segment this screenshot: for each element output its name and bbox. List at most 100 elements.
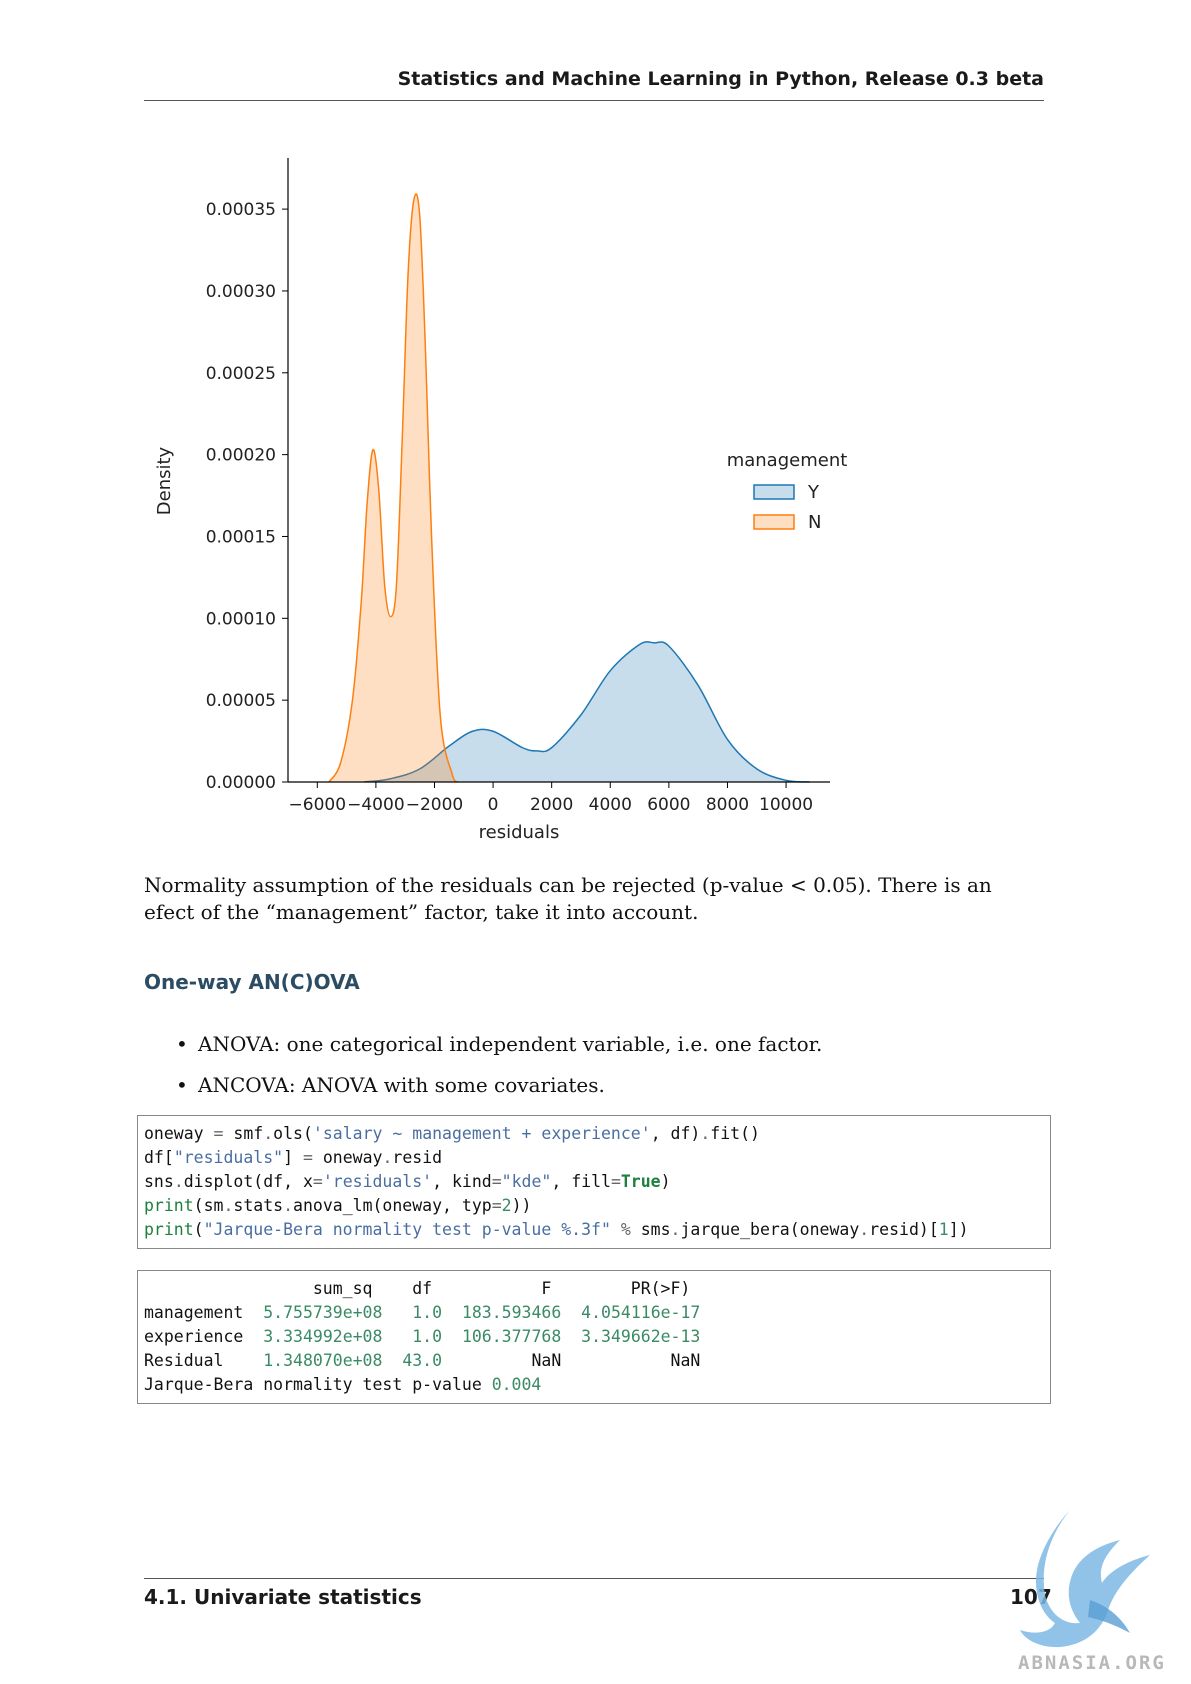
code-token: smf <box>223 1124 264 1143</box>
code-token <box>382 1351 402 1370</box>
code-token: oneway <box>312 1148 383 1167</box>
code-token: )) <box>511 1196 532 1215</box>
code-token: ) <box>660 1172 671 1191</box>
section-heading: One-way AN(C)OVA <box>144 970 360 994</box>
code-line: print("Jarque-Bera normality test p-valu… <box>144 1218 1044 1242</box>
bullet-list: • ANOVA: one categorical independent vari… <box>176 1030 822 1112</box>
y-tick-label: 0.00010 <box>206 609 276 629</box>
x-tick-label: 8000 <box>706 795 749 815</box>
code-token: stats <box>233 1196 284 1215</box>
code-token <box>561 1303 581 1322</box>
code-token: 'salary ~ management + experience' <box>312 1124 651 1143</box>
code-token: print <box>144 1220 194 1239</box>
code-token: . <box>173 1172 184 1191</box>
y-tick-label: 0.00015 <box>206 527 276 547</box>
code-token: ]) <box>948 1220 969 1239</box>
code-input-block: oneway = smf.ols('salary ~ management + … <box>137 1115 1051 1249</box>
code-token: "residuals" <box>173 1148 284 1167</box>
code-token: = <box>610 1172 621 1191</box>
legend-title: management <box>727 450 848 471</box>
code-line: Residual 1.348070e+08 43.0 NaN NaN <box>144 1349 1044 1373</box>
code-token: management <box>144 1303 264 1322</box>
code-token: 2 <box>501 1196 512 1215</box>
code-token: 106.377768 <box>461 1327 562 1346</box>
code-token: , fill <box>551 1172 611 1191</box>
footer-section-title: 4.1. Univariate statistics <box>144 1585 422 1609</box>
x-tick-label: 6000 <box>647 795 690 815</box>
running-title: Statistics and Machine Learning in Pytho… <box>397 68 1044 90</box>
y-tick-label: 0.00030 <box>206 282 276 302</box>
body-paragraph: Normality assumption of the residuals ca… <box>144 873 992 924</box>
code-token: 1.0 <box>412 1327 443 1346</box>
bullet-item: • ANOVA: one categorical independent vari… <box>176 1030 822 1058</box>
code-output-block: sum_sq df F PR(>F) management 5.755739e+0… <box>137 1270 1051 1404</box>
code-token: True <box>620 1172 661 1191</box>
y-tick-label: 0.00025 <box>206 364 276 384</box>
code-token: print <box>144 1196 194 1215</box>
code-token: 43.0 <box>402 1351 443 1370</box>
legend-label: Y <box>807 482 820 503</box>
x-tick-label: 10000 <box>759 795 813 815</box>
code-token: . <box>223 1196 234 1215</box>
legend-label: N <box>808 512 821 533</box>
code-token <box>442 1327 462 1346</box>
code-token: NaN NaN <box>442 1351 701 1370</box>
code-token: 'residuals' <box>322 1172 433 1191</box>
legend-swatch-y <box>753 484 795 500</box>
legend-swatch-n <box>753 514 795 530</box>
code-token: 4.054116e-17 <box>581 1303 701 1322</box>
code-token: . <box>382 1148 393 1167</box>
kde-line-y <box>364 641 810 783</box>
code-token: experience <box>144 1327 264 1346</box>
code-line: Jarque-Bera normality test p-value 0.004 <box>144 1373 1044 1397</box>
griffin-logo-icon <box>1020 1510 1150 1648</box>
code-token: ols( <box>273 1124 313 1143</box>
page-header: Statistics and Machine Learning in Pytho… <box>144 66 1044 101</box>
code-token: . <box>859 1220 870 1239</box>
code-token: sum_sq df F PR(>F) <box>144 1279 691 1298</box>
code-token: 3.349662e-13 <box>581 1327 701 1346</box>
code-token: = <box>491 1172 502 1191</box>
code-token: fit() <box>710 1124 760 1143</box>
footer-rule <box>144 1578 1044 1579</box>
x-tick-label: 0 <box>488 795 499 815</box>
bullet-text: ANOVA: one categorical independent varia… <box>198 1032 823 1056</box>
code-token: (sm <box>193 1196 224 1215</box>
kde-line-n <box>328 193 459 783</box>
code-line: sns.displot(df, x='residuals', kind="kde… <box>144 1170 1044 1194</box>
code-token: . <box>263 1124 274 1143</box>
code-token: . <box>283 1196 294 1215</box>
y-tick-label: 0.00000 <box>206 773 276 793</box>
y-tick-label: 0.00035 <box>206 200 276 220</box>
bullet-dot: • <box>176 1032 188 1056</box>
code-token: = <box>491 1196 502 1215</box>
code-token: anova_lm(oneway, typ <box>293 1196 492 1215</box>
code-token: = <box>312 1172 323 1191</box>
code-line: print(sm.stats.anova_lm(oneway, typ=2)) <box>144 1194 1044 1218</box>
kde-area-y <box>364 641 810 782</box>
x-tick-label: 4000 <box>589 795 632 815</box>
code-token: jarque_bera(oneway <box>680 1220 860 1239</box>
code-line: management 5.755739e+08 1.0 183.593466 4… <box>144 1301 1044 1325</box>
code-token: = <box>213 1124 224 1143</box>
code-token: % <box>620 1220 631 1239</box>
y-axis-label: Density <box>154 446 175 515</box>
code-token: 1.348070e+08 <box>263 1351 383 1370</box>
bullet-dot: • <box>176 1073 188 1097</box>
kde-chart: 0.00000 0.00005 0.00010 0.00015 0.00020 0.000… <box>154 158 848 843</box>
code-token: "kde" <box>501 1172 552 1191</box>
code-token: 0.004 <box>491 1375 542 1394</box>
code-token: displot(df, x <box>183 1172 313 1191</box>
code-token: "Jarque-Bera normality test p-value %.3f… <box>203 1220 611 1239</box>
code-token <box>442 1303 462 1322</box>
code-token: df[ <box>144 1148 174 1167</box>
code-token: . <box>700 1124 711 1143</box>
code-line: oneway = smf.ols('salary ~ management + … <box>144 1122 1044 1146</box>
code-token: Jarque-Bera normality test p-value <box>144 1375 492 1394</box>
code-token: ] <box>283 1148 303 1167</box>
code-token: sms <box>630 1220 671 1239</box>
y-tick-label: 0.00005 <box>206 691 276 711</box>
code-line: experience 3.334992e+08 1.0 106.377768 3… <box>144 1325 1044 1349</box>
code-token: = <box>302 1148 313 1167</box>
code-line: df["residuals"] = oneway.resid <box>144 1146 1044 1170</box>
